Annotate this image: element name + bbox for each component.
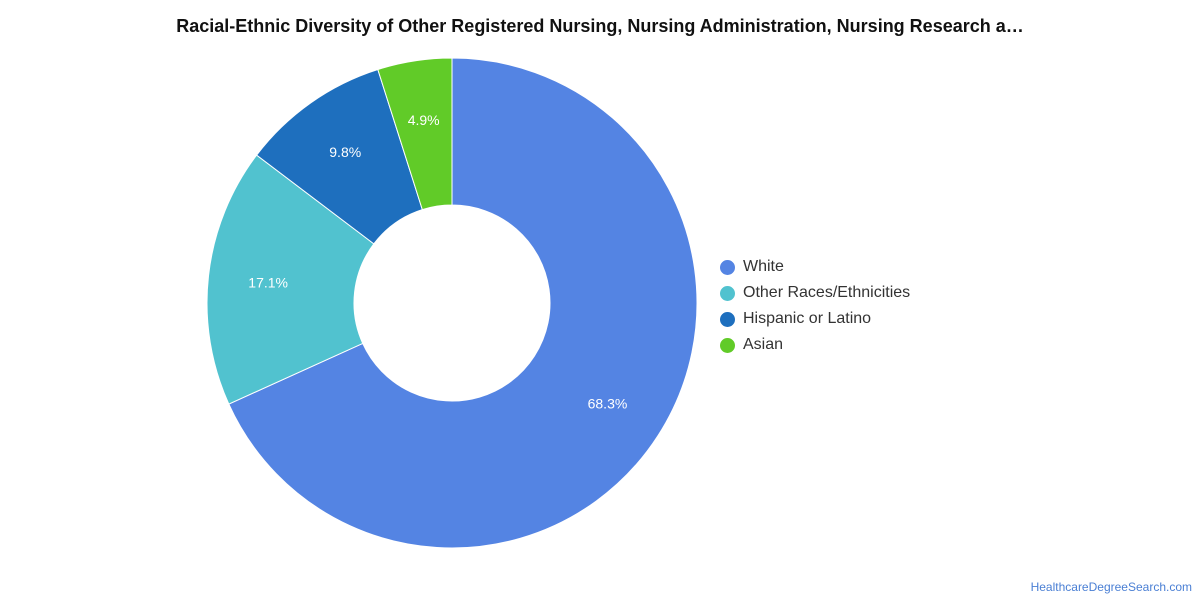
legend-swatch-asian [720, 337, 735, 353]
legend-item-other-races[interactable]: Other Races/Ethnicities [720, 280, 910, 306]
slice-label-white: 68.3% [588, 395, 628, 411]
legend-item-hispanic-or-latino[interactable]: Hispanic or Latino [720, 306, 910, 332]
legend-label: White [743, 258, 784, 275]
slice-label-asian: 4.9% [408, 112, 440, 128]
legend-item-white[interactable]: White [720, 254, 910, 280]
slice-other-races[interactable] [206, 154, 375, 405]
legend-item-asian[interactable]: Asian [720, 332, 910, 358]
legend-label: Asian [743, 336, 784, 353]
legend-label: Other Races/Ethnicities [743, 284, 911, 301]
legend-swatch-white [720, 259, 735, 275]
chart-legend: White Other Races/Ethnicities Hispanic o… [720, 254, 910, 358]
legend-swatch-other-races [720, 285, 735, 301]
slice-white[interactable] [228, 57, 698, 549]
slice-asian[interactable] [377, 57, 453, 211]
source-credit[interactable]: HealthcareDegreeSearch.com [1030, 580, 1192, 594]
slice-label-hispanic-or-latino: 9.8% [329, 144, 361, 160]
legend-swatch-hispanic-or-latino [720, 311, 735, 327]
slice-label-other-races: 17.1% [248, 274, 288, 290]
legend-label: Hispanic or Latino [743, 310, 872, 327]
chart-title: Racial-Ethnic Diversity of Other Registe… [176, 16, 1024, 36]
